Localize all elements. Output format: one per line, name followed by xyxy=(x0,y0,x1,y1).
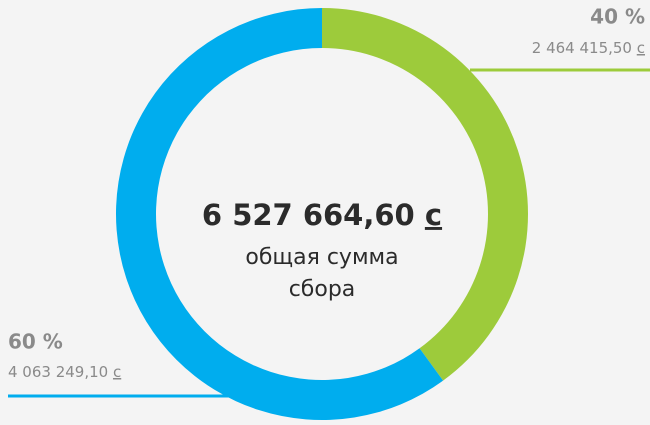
slice-amount: 2 464 415,50 с xyxy=(532,39,645,57)
slice-amount: 4 063 249,10 с xyxy=(8,363,121,381)
slice-percent: 40 % xyxy=(590,5,645,29)
center-label: сбора xyxy=(289,277,356,302)
total: 6 527 664,60 с xyxy=(202,198,442,232)
currency: с xyxy=(425,198,442,232)
amount-value: 2 464 415,50 xyxy=(532,39,632,57)
currency: с xyxy=(637,39,645,57)
donut-slice xyxy=(115,8,444,420)
currency: с xyxy=(113,363,121,381)
amount-value: 4 063 249,10 xyxy=(8,363,108,381)
total-value: 6 527 664,60 xyxy=(202,198,415,232)
donut-slice xyxy=(322,8,528,381)
center-label: общая сумма xyxy=(245,245,398,270)
slice-percent: 60 % xyxy=(8,330,63,354)
